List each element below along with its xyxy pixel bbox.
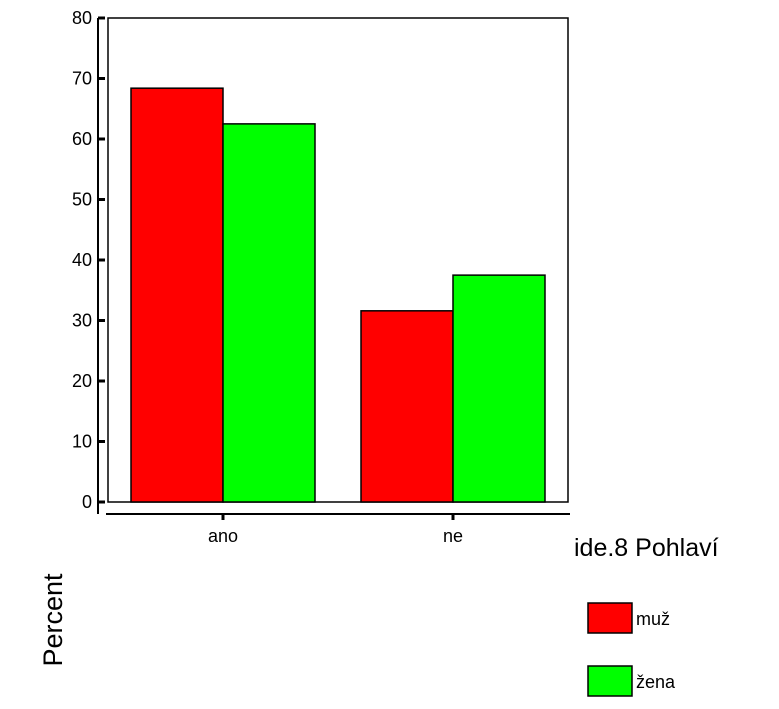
y-tick-label: 50 xyxy=(72,190,92,210)
legend-label: muž xyxy=(636,609,670,629)
bar-ne-muž xyxy=(360,310,454,503)
legend-swatch-žena xyxy=(587,665,633,697)
y-tick-label: 60 xyxy=(72,129,92,149)
y-tick-label: 0 xyxy=(82,492,92,512)
bar-ano-žena xyxy=(222,123,316,503)
x-axis: ano ne xyxy=(106,513,570,546)
bar-ne-žena xyxy=(452,274,546,503)
bar-ano-muž xyxy=(130,87,224,503)
y-tick-label: 10 xyxy=(72,432,92,452)
y-tick-label: 70 xyxy=(72,69,92,89)
y-tick-label: 80 xyxy=(72,8,92,28)
x-tick-label: ne xyxy=(443,526,463,546)
y-axis-title: Percent xyxy=(38,573,68,667)
x-tick-label: ano xyxy=(208,526,238,546)
legend-label: žena xyxy=(636,672,676,692)
legend-swatch-muž xyxy=(587,602,633,634)
y-tick-label: 40 xyxy=(72,250,92,270)
legend: ide.8 Pohlaví muž žena xyxy=(574,534,719,697)
y-tick-label: 30 xyxy=(72,311,92,331)
y-axis: 0 10 20 30 40 50 60 70 80 xyxy=(72,8,105,514)
y-tick-label: 20 xyxy=(72,371,92,391)
legend-title: ide.8 Pohlaví xyxy=(574,534,719,562)
bars xyxy=(130,87,546,503)
